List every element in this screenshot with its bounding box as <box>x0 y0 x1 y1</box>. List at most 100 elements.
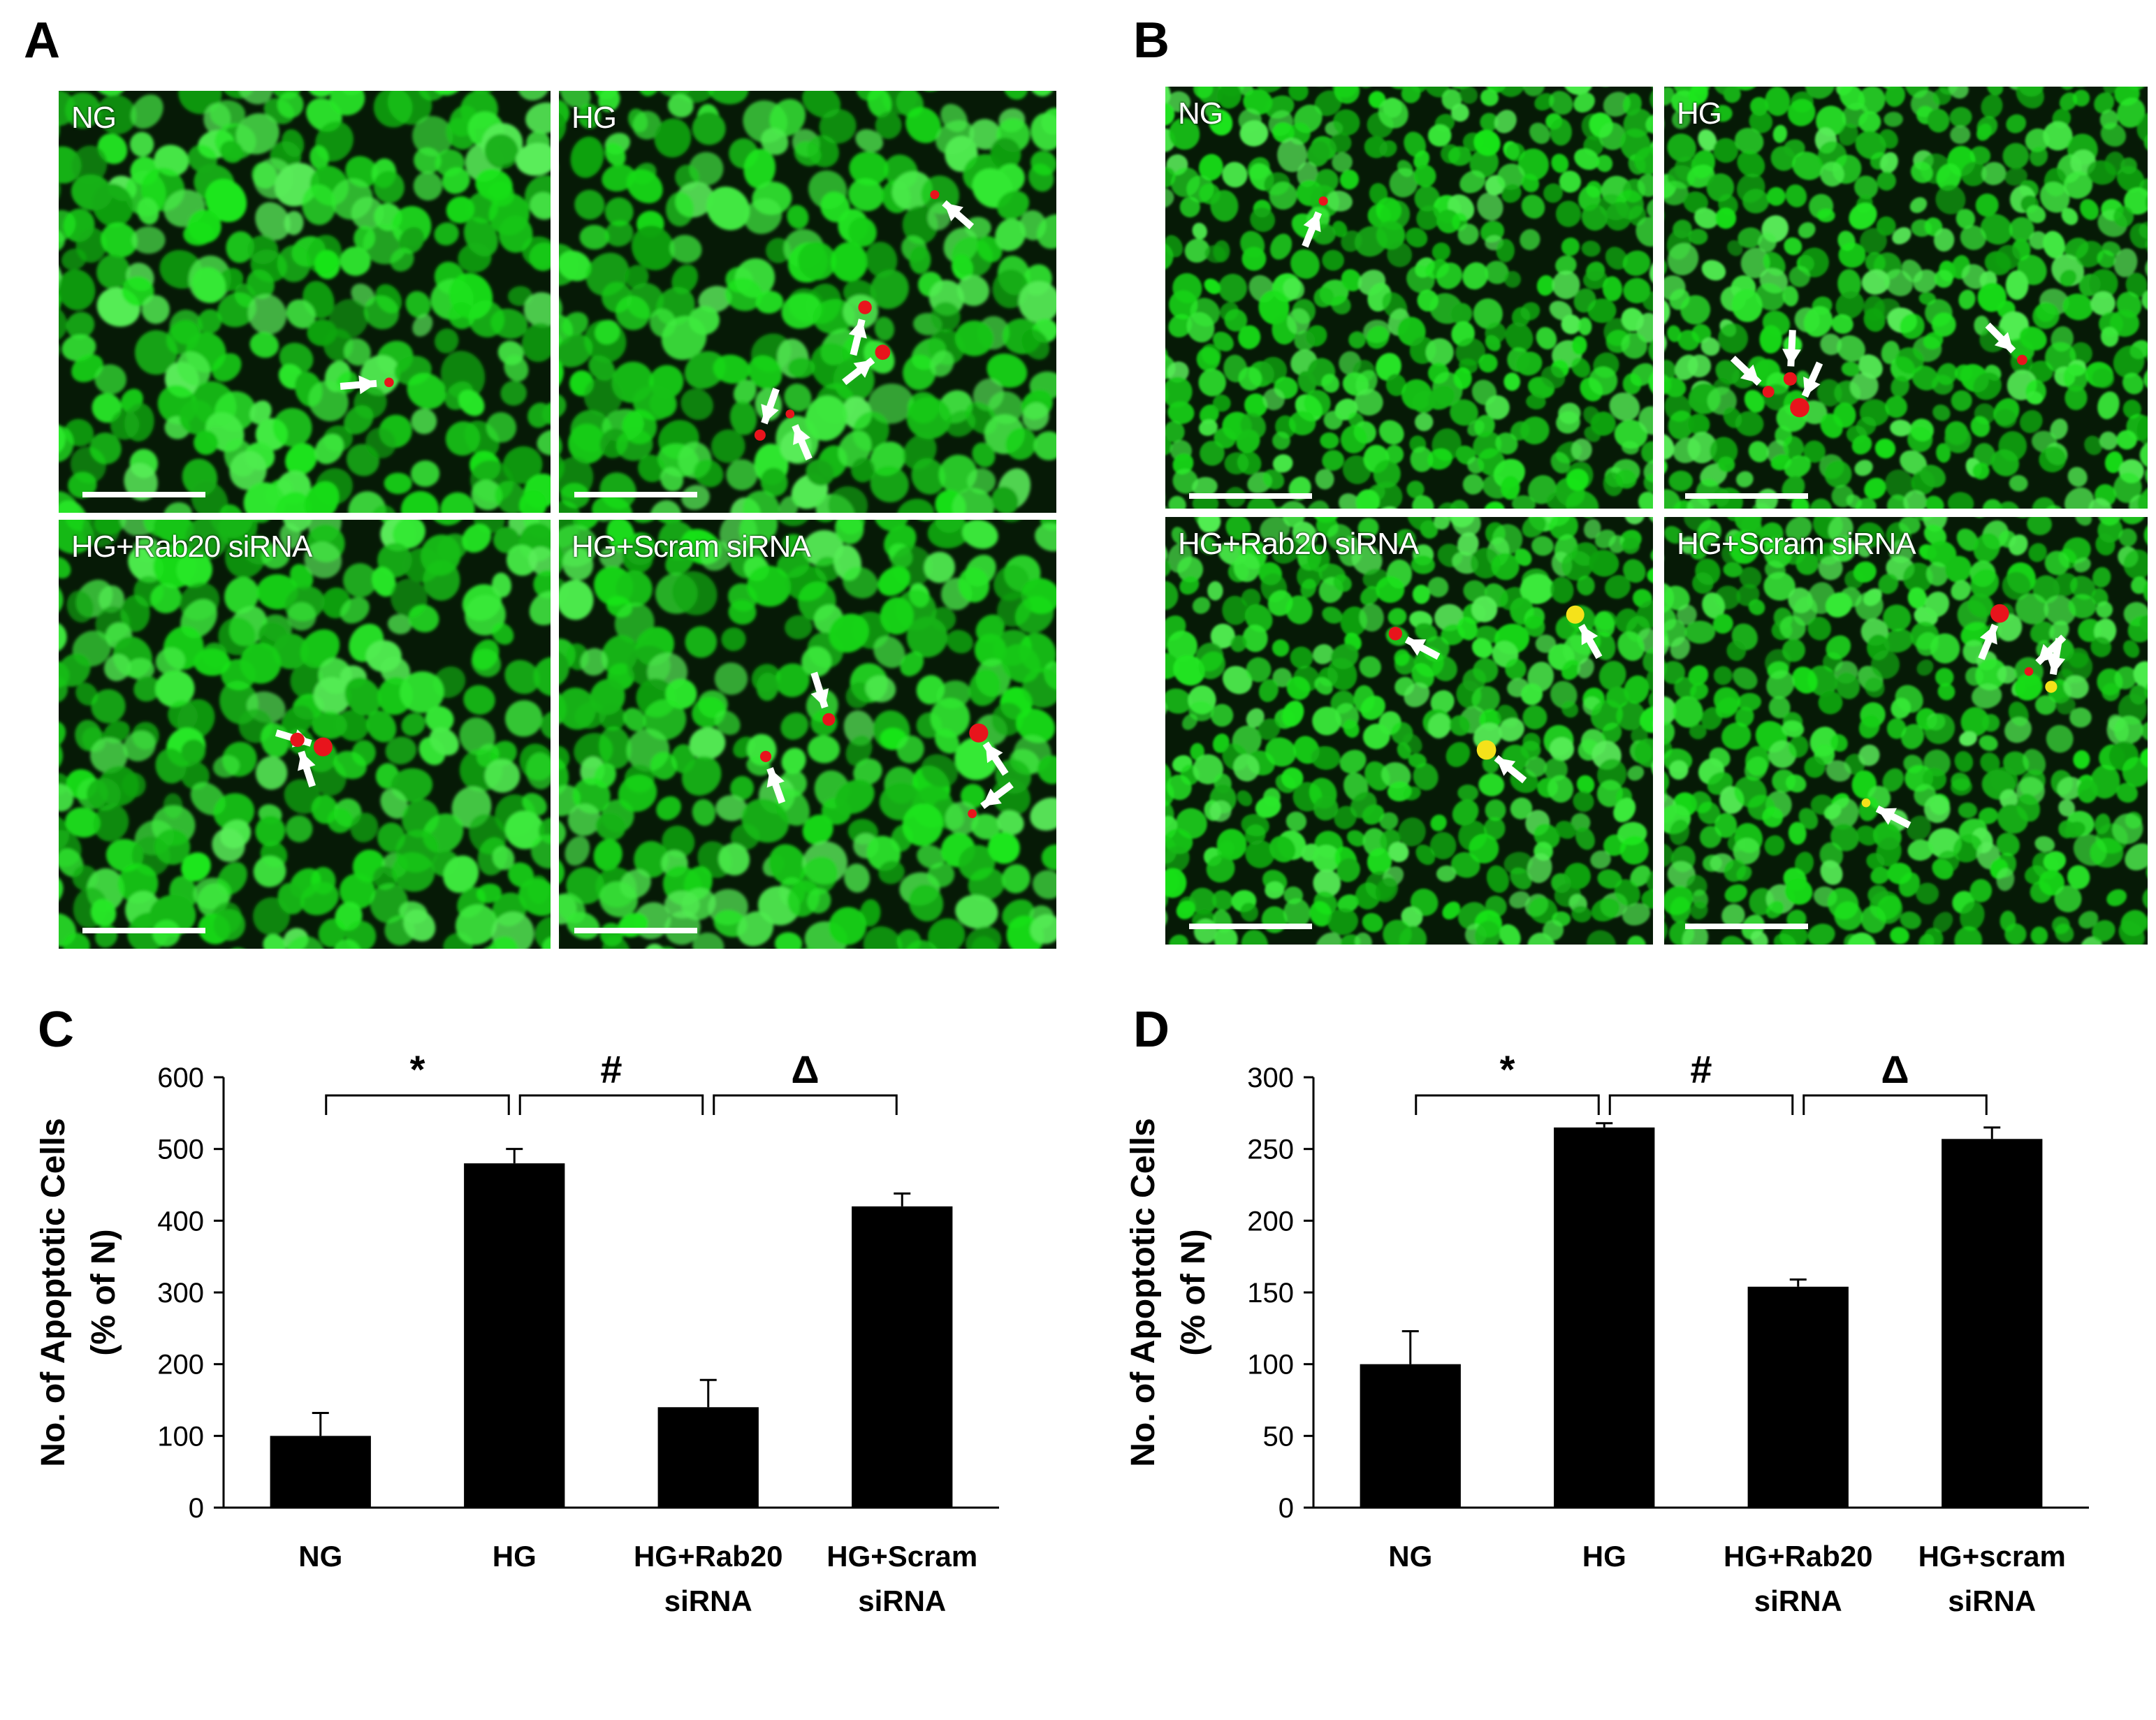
arrow-icon <box>1404 636 1441 660</box>
bar <box>1554 1127 1655 1508</box>
y-tick-label: 300 <box>157 1278 204 1309</box>
cell-nuclei <box>1664 517 2148 945</box>
bar <box>657 1407 759 1508</box>
x-tick-label: siRNA <box>1754 1584 1842 1617</box>
error-bar <box>1596 1122 1613 1128</box>
apoptotic-cell-marker <box>969 723 989 743</box>
apoptotic-cell-marker <box>754 429 766 441</box>
error-bar <box>1401 1329 1419 1364</box>
y-tick-label: 200 <box>1247 1206 1294 1237</box>
micrograph-b-hg-scram: HG+Scram siRNA <box>1664 517 2148 945</box>
apoptotic-cell-marker <box>1783 372 1797 386</box>
micrograph-label: HG <box>571 101 617 135</box>
bar <box>464 1163 565 1508</box>
scale-bar <box>82 492 205 497</box>
arrow-icon <box>842 357 875 386</box>
apoptotic-cell-marker <box>2024 666 2034 676</box>
micrograph-b-ng: NG <box>1165 87 1653 509</box>
apoptotic-cell-marker <box>1790 398 1809 418</box>
micrograph-b-hg: HG <box>1664 87 2148 509</box>
arrow-icon <box>1730 356 1762 386</box>
apoptotic-cell-marker <box>1476 740 1496 760</box>
significance-bracket <box>518 1094 704 1115</box>
cell-nuclei <box>1664 87 2148 509</box>
arrow-icon <box>1801 361 1823 398</box>
micrograph-b-hg-rab20: HG+Rab20 siRNA <box>1165 517 1653 945</box>
x-tick-label: HG <box>1582 1540 1626 1573</box>
scale-bar <box>1685 493 1808 499</box>
arrow-icon <box>1578 624 1603 659</box>
arrow-icon <box>1875 806 1911 829</box>
micrograph-a-ng: NG <box>59 91 551 513</box>
y-tick-label: 250 <box>1247 1135 1294 1165</box>
x-tick-label: siRNA <box>858 1584 946 1617</box>
apoptotic-cell-marker <box>1762 386 1775 398</box>
x-tick-label: HG+Scram <box>826 1540 977 1573</box>
scale-bar <box>1189 924 1312 929</box>
arrow-icon <box>340 375 377 395</box>
bar <box>1360 1364 1461 1508</box>
significance-symbol: * <box>410 1047 425 1091</box>
panel-letter-c: C <box>38 1002 74 1058</box>
y-tick-label: 300 <box>1247 1063 1294 1093</box>
significance-symbol: * <box>1500 1047 1515 1091</box>
y-axis-label: (% of N) <box>1175 1229 1212 1355</box>
scale-bar <box>1685 924 1808 929</box>
apoptotic-cell-marker <box>858 300 872 314</box>
arrow-icon <box>1985 322 2016 354</box>
arrow-icon <box>766 767 786 804</box>
apoptotic-cell-marker <box>759 750 772 762</box>
arrow-icon <box>1302 211 1323 248</box>
apoptotic-cell-marker <box>930 190 940 200</box>
significance-symbol: Δ <box>1881 1047 1909 1091</box>
y-tick-label: 0 <box>189 1493 204 1524</box>
scale-bar <box>82 928 205 933</box>
arrow-icon <box>942 200 975 230</box>
y-tick-label: 400 <box>157 1206 204 1237</box>
x-tick-label: NG <box>1388 1540 1432 1573</box>
cell-nuclei <box>559 91 1056 513</box>
apoptotic-cell-marker <box>1861 798 1871 808</box>
significance-bracket <box>1802 1094 1988 1115</box>
significance-bracket <box>325 1094 510 1115</box>
micrograph-a-hg-scram: HG+Scram siRNA <box>559 520 1056 949</box>
micrograph-label: NG <box>1178 96 1223 131</box>
y-tick-label: 200 <box>157 1350 204 1380</box>
scale-bar <box>574 492 697 497</box>
arrow-icon <box>761 388 780 425</box>
arrow-icon <box>1782 330 1801 367</box>
arrow-icon <box>982 741 1009 776</box>
panel-letter-d: D <box>1133 1002 1170 1058</box>
significance-symbol: Δ <box>791 1047 819 1091</box>
apoptotic-cell-marker <box>1318 196 1328 206</box>
scale-bar <box>574 928 697 933</box>
micrograph-label: HG+Scram siRNA <box>1677 527 1916 561</box>
panel-letter-b: B <box>1133 13 1170 68</box>
error-bar <box>1789 1278 1807 1287</box>
error-bar <box>1983 1126 2001 1139</box>
significance-symbol: # <box>600 1047 622 1091</box>
apoptotic-cell-marker <box>875 344 891 360</box>
cell-nuclei <box>1165 87 1653 509</box>
apoptotic-cell-marker <box>384 377 394 388</box>
y-tick-label: 100 <box>1247 1350 1294 1380</box>
apoptotic-cell-marker <box>1388 627 1402 641</box>
y-tick-label: 600 <box>157 1063 204 1093</box>
apoptotic-cell-marker <box>785 409 795 418</box>
apoptotic-cell-marker <box>290 732 305 748</box>
micrograph-a-hg-rab20: HG+Rab20 siRNA <box>59 520 551 949</box>
x-tick-label: siRNA <box>664 1584 752 1617</box>
y-tick-label: 100 <box>157 1421 204 1452</box>
micrograph-a-hg: HG <box>559 91 1056 513</box>
x-tick-label: siRNA <box>1948 1584 2036 1617</box>
x-tick-label: HG+Rab20 <box>1724 1540 1873 1573</box>
arrow-icon <box>1978 623 1999 660</box>
cell-nuclei <box>1165 517 1653 945</box>
cell-nuclei <box>59 91 551 513</box>
significance-bracket <box>1415 1094 1600 1115</box>
arrow-icon <box>298 750 316 788</box>
cell-nuclei <box>559 520 1056 949</box>
scale-bar <box>1189 493 1312 499</box>
y-axis-label: (% of N) <box>85 1229 122 1355</box>
x-tick-label: NG <box>298 1540 342 1573</box>
